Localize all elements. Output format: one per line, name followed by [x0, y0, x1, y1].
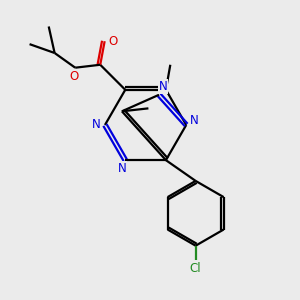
Text: N: N: [92, 118, 101, 131]
Text: N: N: [190, 114, 199, 127]
Text: N: N: [159, 80, 168, 93]
Text: N: N: [118, 162, 127, 175]
Text: Cl: Cl: [190, 262, 202, 275]
Text: O: O: [69, 70, 78, 83]
Text: O: O: [108, 35, 118, 48]
